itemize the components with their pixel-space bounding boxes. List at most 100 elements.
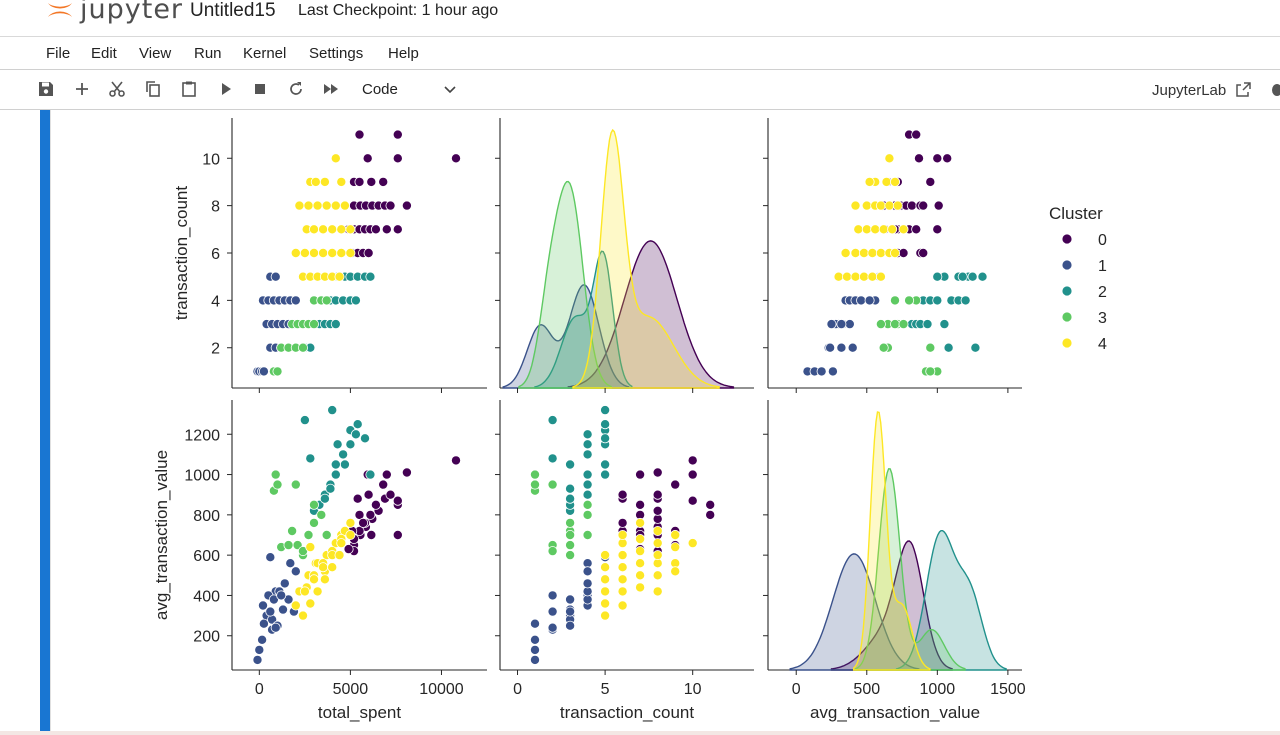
- notebook-toolbar: Code JupyterLab: [0, 70, 1280, 110]
- notebook-title[interactable]: Untitled15: [190, 0, 276, 21]
- scatter-point: [705, 499, 716, 510]
- copy-icon[interactable]: [142, 78, 164, 100]
- cell-divider: [50, 110, 51, 735]
- scatter-point: [358, 517, 369, 528]
- scatter-point: [687, 469, 698, 480]
- scatter-point: [279, 578, 290, 589]
- scatter-point: [319, 176, 330, 187]
- menu-edit[interactable]: Edit: [91, 45, 117, 62]
- menu-run[interactable]: Run: [194, 45, 222, 62]
- scatter-point: [970, 342, 981, 353]
- scatter-point: [816, 366, 827, 377]
- scatter-point: [272, 366, 283, 377]
- scatter-point: [582, 530, 593, 541]
- scatter-point: [582, 469, 593, 480]
- debugger-icon[interactable]: [1268, 81, 1280, 98]
- scatter-point: [287, 526, 298, 537]
- scatter-point: [352, 493, 363, 504]
- scatter-point: [257, 600, 268, 611]
- scatter-point: [565, 530, 576, 541]
- save-icon[interactable]: [35, 78, 57, 100]
- scatter-point: [363, 489, 374, 500]
- external-link-icon[interactable]: [1235, 81, 1252, 98]
- active-cell-indicator[interactable]: [40, 110, 50, 735]
- cut-icon[interactable]: [106, 78, 128, 100]
- kde-curve: [854, 468, 966, 671]
- menu-help[interactable]: Help: [388, 45, 419, 62]
- scatter-point: [336, 538, 347, 549]
- fast-forward-icon[interactable]: [320, 78, 342, 100]
- scatter-point: [850, 271, 861, 282]
- scatter-point: [617, 600, 628, 611]
- scatter-point: [345, 439, 356, 450]
- kde-curve: [853, 411, 931, 671]
- scatter-point: [565, 493, 576, 504]
- y-tick-label: 400: [193, 588, 220, 605]
- scatter-point: [836, 319, 847, 330]
- scatter-point: [392, 224, 403, 235]
- scatter-point: [366, 176, 377, 187]
- scatter-point: [366, 530, 377, 541]
- scatter-point: [582, 499, 593, 510]
- scatter-point: [925, 176, 936, 187]
- scatter-point: [345, 224, 356, 235]
- menu-file[interactable]: File: [46, 45, 71, 62]
- scatter-point: [600, 405, 611, 416]
- scatter-point: [932, 153, 943, 164]
- scatter-point: [687, 495, 698, 506]
- scatter-point: [911, 129, 922, 140]
- scatter-point: [321, 295, 332, 306]
- scatter-point: [310, 176, 321, 187]
- scatter-point: [652, 586, 663, 597]
- scatter-point: [687, 538, 698, 549]
- scatter-point: [914, 153, 925, 164]
- scatter-point: [918, 247, 929, 258]
- stop-icon[interactable]: [249, 78, 271, 100]
- scatter-point: [362, 153, 373, 164]
- scatter-point: [547, 622, 558, 633]
- scatter-point: [826, 319, 837, 330]
- scatter-point: [600, 598, 611, 609]
- scatter-point: [316, 509, 327, 520]
- jupyterlab-link[interactable]: JupyterLab: [1152, 82, 1227, 99]
- scatter-point: [635, 469, 646, 480]
- menu-view[interactable]: View: [139, 45, 172, 62]
- scatter-point: [336, 176, 347, 187]
- menu-kernel[interactable]: Kernel: [243, 45, 287, 62]
- add-cell-icon[interactable]: [71, 78, 93, 100]
- scatter-point: [856, 295, 867, 306]
- scatter-point: [861, 224, 872, 235]
- x-tick-label: 0: [255, 681, 264, 698]
- y-tick-label: 800: [193, 508, 220, 525]
- scatter-point: [884, 153, 895, 164]
- scatter-point: [294, 200, 305, 211]
- scatter-point: [401, 200, 412, 211]
- paste-icon[interactable]: [178, 78, 200, 100]
- scatter-point: [330, 459, 341, 470]
- y-axis-label: avg_transaction_value: [152, 450, 171, 620]
- scatter-point: [600, 459, 611, 470]
- scatter-point: [600, 610, 611, 621]
- scatter-point: [308, 499, 319, 510]
- scatter-point: [334, 271, 345, 282]
- cell-type-select[interactable]: Code: [354, 75, 464, 103]
- scatter-point: [290, 566, 301, 577]
- scatter-point: [327, 562, 338, 573]
- scatter-point: [319, 493, 330, 504]
- scatter-point: [305, 453, 316, 464]
- scatter-point: [670, 530, 681, 541]
- scatter-point: [350, 295, 361, 306]
- scatter-point: [892, 200, 903, 211]
- status-strip: [0, 731, 1280, 735]
- scatter-point: [370, 224, 381, 235]
- scatter-point: [565, 459, 576, 470]
- scatter-point: [898, 319, 909, 330]
- menu-settings[interactable]: Settings: [309, 45, 364, 62]
- restart-icon[interactable]: [285, 78, 307, 100]
- scatter-point: [308, 517, 319, 528]
- scatter-point: [312, 586, 323, 597]
- x-tick-label: 500: [853, 681, 880, 698]
- scatter-point: [308, 574, 319, 585]
- scatter-point: [635, 570, 646, 581]
- run-icon[interactable]: [215, 78, 237, 100]
